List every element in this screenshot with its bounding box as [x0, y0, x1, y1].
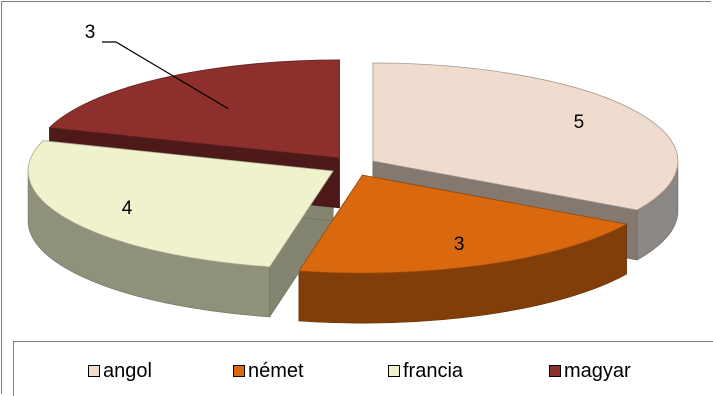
pie-chart: 5 3 4 3: [27, 22, 679, 324]
legend-swatch-nemet: [233, 365, 245, 377]
legend-item-angol: angol: [88, 360, 152, 382]
legend-swatch-francia: [388, 365, 400, 377]
data-label-angol: 5: [574, 112, 585, 133]
leader-line-magyar: [102, 41, 229, 110]
legend-item-francia: francia: [388, 360, 463, 382]
pie-slice-német: [298, 174, 628, 274]
legend-item-magyar: magyar: [549, 360, 631, 382]
legend-label-nemet: német: [248, 359, 304, 382]
legend-swatch-magyar: [549, 365, 561, 377]
pie-slice-angol: [372, 62, 679, 211]
legend-item-nemet: német: [233, 360, 304, 382]
data-label-német: 3: [454, 234, 465, 255]
pie-slice-francia: [27, 140, 334, 268]
data-label-francia: 4: [122, 198, 133, 219]
data-label-magyar: 3: [85, 22, 96, 43]
legend: angol német francia magyar: [13, 341, 713, 396]
legend-swatch-angol: [88, 365, 100, 377]
legend-label-angol: angol: [103, 359, 152, 382]
legend-label-magyar: magyar: [564, 359, 631, 382]
legend-label-francia: francia: [403, 359, 464, 382]
pie-slice-magyar: [48, 59, 340, 159]
